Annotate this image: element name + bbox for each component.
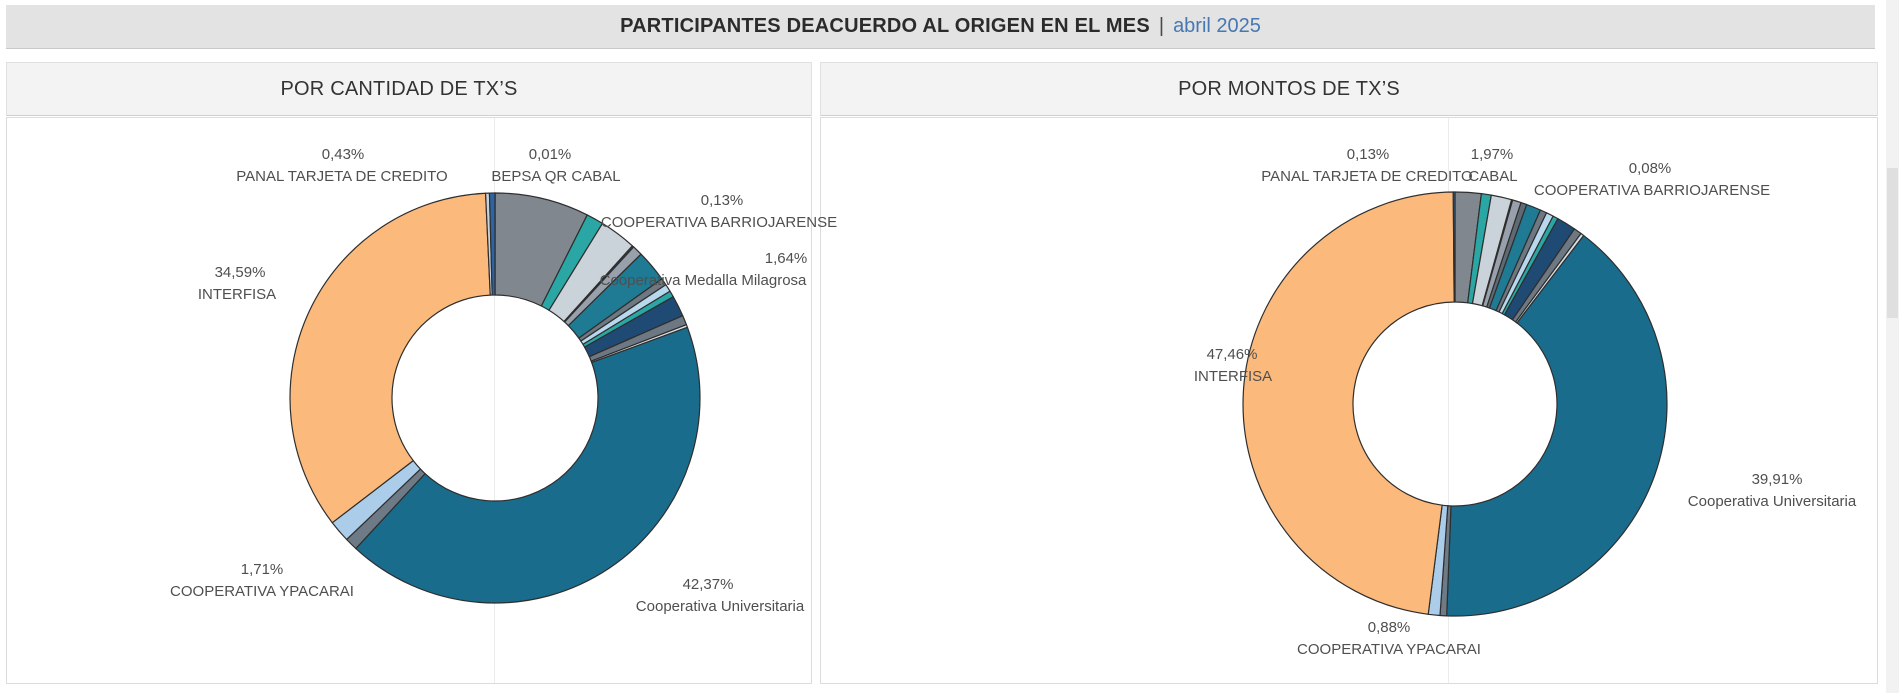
dashboard-title-bar: PARTICIPANTES DEACUERDO AL ORIGEN EN EL …	[6, 5, 1875, 49]
donut-slice-panal-tarjeta-de-credito[interactable]	[1452, 191, 1456, 303]
donut-slice-cooperativa-universitaria[interactable]	[355, 326, 701, 604]
scrollbar-thumb[interactable]	[1887, 168, 1898, 318]
left-chart-title-bar: POR CANTIDAD DE TX’S	[6, 62, 812, 116]
slice-label-value: 1,71%	[240, 561, 284, 578]
slice-label-value: 34,59%	[214, 264, 266, 281]
slice-label-value: 0,01%	[528, 146, 572, 163]
right-chart-title: POR MONTOS DE TX’S	[1178, 77, 1400, 100]
slice-label-name: INTERFISA	[1193, 368, 1273, 385]
title-separator: |	[1158, 15, 1165, 37]
slice-label-name: Cooperativa Medalla Milagrosa	[599, 272, 807, 289]
column-divider-line	[1448, 118, 1449, 683]
slice-label-value: 0,13%	[700, 192, 744, 209]
slice-label-name: COOPERATIVA YPACARAI	[170, 583, 354, 600]
column-divider-line	[494, 118, 495, 683]
right-chart-title-bar: POR MONTOS DE TX’S	[820, 62, 1878, 116]
slice-label-name: COOPERATIVA YPACARAI	[1297, 641, 1481, 658]
slice-label-name: COOPERATIVA BARRIOJARENSE	[600, 214, 838, 231]
slice-label-name: INTERFISA	[197, 286, 277, 303]
slice-label-value: 1,64%	[764, 250, 808, 267]
dashboard-period: abril 2025	[1173, 15, 1261, 37]
slice-label-name: CABAL	[1468, 168, 1518, 185]
slice-label-name: PANAL TARJETA DE CREDITO	[236, 168, 448, 185]
slice-label-name: Cooperativa Universitaria	[1687, 493, 1857, 510]
slice-label-value: 39,91%	[1751, 471, 1803, 488]
slice-label-value: 0,08%	[1628, 160, 1672, 177]
donut-slice-cooperativa-universitaria[interactable]	[1446, 234, 1668, 617]
slice-label-value: 0,43%	[321, 146, 365, 163]
slice-label-name: BEPSA QR CABAL	[491, 168, 621, 185]
donut-slice-panal-tarjeta-de-credito[interactable]	[488, 192, 496, 296]
vertical-scrollbar[interactable]	[1886, 0, 1899, 693]
slice-label-value: 0,88%	[1367, 619, 1411, 636]
slice-label-name: COOPERATIVA BARRIOJARENSE	[1533, 182, 1771, 199]
donut-slice-interfisa[interactable]	[1242, 191, 1455, 615]
slice-label-value: 1,97%	[1470, 146, 1514, 163]
dashboard-title: PARTICIPANTES DEACUERDO AL ORIGEN EN EL …	[620, 15, 1150, 37]
slice-label-value: 0,13%	[1346, 146, 1390, 163]
slice-label-value: 42,37%	[682, 576, 734, 593]
slice-label-name: Cooperativa Universitaria	[635, 598, 805, 615]
donut-slice-interfisa[interactable]	[289, 192, 491, 524]
slice-label-name: PANAL TARJETA DE CREDITO	[1261, 168, 1473, 185]
slice-label-value: 47,46%	[1206, 346, 1258, 363]
left-chart-title: POR CANTIDAD DE TX’S	[280, 77, 518, 100]
